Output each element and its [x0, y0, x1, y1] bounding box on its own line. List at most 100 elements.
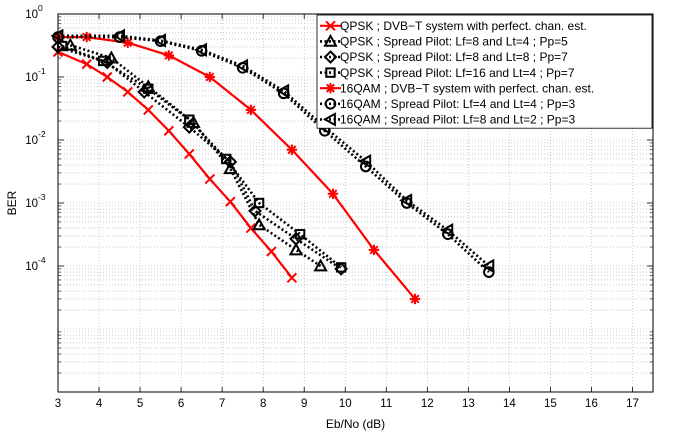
y-tick-exponent: -2 — [38, 129, 46, 139]
axis-ticks: 3 4 5 6 7 8 9 10 11 12 13 14 15 16 1710010-110-210-310… — [25, 3, 653, 410]
data-point-mark — [323, 33, 338, 47]
data-point-mark — [100, 55, 115, 70]
data-point-mark — [122, 86, 133, 98]
data-point — [289, 231, 303, 246]
y-tick-exponent: -3 — [38, 192, 46, 202]
data-point — [327, 188, 339, 199]
x-tick-label: 9 — [301, 398, 307, 410]
data-point — [288, 242, 304, 256]
y-tick-label: 10 — [25, 198, 38, 210]
data-point — [50, 28, 64, 44]
data-point — [245, 104, 257, 116]
data-point — [323, 33, 338, 47]
data-point-mark — [481, 258, 495, 274]
data-point-mark — [184, 114, 195, 125]
series-line — [58, 34, 490, 267]
data-point-mark — [143, 104, 154, 116]
data-point — [481, 258, 495, 274]
data-point-mark — [81, 58, 92, 70]
data-point-mark — [123, 38, 133, 48]
data-point — [137, 84, 152, 99]
data-point — [204, 71, 216, 83]
x-tick-label: 11 — [380, 398, 392, 410]
data-point-mark — [325, 20, 336, 32]
data-point-mark — [225, 196, 236, 207]
y-tick-label: 10 — [25, 9, 38, 21]
data-point-mark — [235, 58, 249, 74]
series-line — [58, 35, 416, 300]
legend-item: 16QAM ; DVB−T system with perfect. chan.… — [320, 81, 594, 95]
data-point — [163, 125, 175, 137]
data-point-mark — [294, 228, 306, 240]
data-point — [253, 197, 265, 209]
x-tick-label: 13 — [462, 398, 475, 410]
data-point — [313, 258, 328, 272]
data-point-mark — [164, 50, 174, 60]
data-point — [325, 83, 336, 94]
data-point — [63, 37, 78, 51]
data-point-mark — [288, 242, 304, 256]
data-point — [251, 217, 267, 231]
data-point — [81, 58, 92, 70]
data-point — [335, 262, 347, 273]
data-point-mark — [322, 112, 336, 127]
data-point-mark — [153, 33, 166, 48]
data-point-mark — [184, 148, 195, 160]
data-point — [368, 244, 380, 256]
data-point-mark — [204, 173, 216, 185]
data-point-mark — [163, 125, 175, 137]
x-tick-label: 7 — [219, 398, 225, 410]
data-point-mark — [143, 83, 154, 94]
data-point — [122, 86, 133, 98]
data-point-mark — [137, 84, 152, 99]
data-point — [286, 272, 298, 283]
data-point — [111, 28, 125, 44]
data-point — [153, 33, 166, 48]
data-point-mark — [221, 153, 232, 165]
x-tick-label: 17 — [626, 398, 639, 410]
series-layer — [50, 28, 495, 305]
data-point-mark — [102, 71, 113, 83]
data-point-mark — [289, 231, 303, 246]
x-tick-label: 8 — [260, 398, 266, 410]
legend-label: QPSK ; Spread Pilot: Lf=16 and Lt=4 ; Pp… — [340, 66, 575, 80]
data-point — [324, 98, 337, 110]
legend-item: QPSK ; DVB−T system with perfect. chan. … — [320, 19, 587, 33]
data-point-mark — [399, 193, 413, 208]
data-point-mark — [50, 28, 64, 44]
legend-label: QPSK ; DVB−T system with perfect. chan. … — [340, 19, 587, 33]
series-line — [58, 35, 490, 274]
legend-box — [316, 14, 653, 129]
data-point — [409, 293, 421, 305]
data-point-mark — [266, 246, 277, 257]
data-point — [440, 223, 454, 238]
legend-label: 16QAM ; Spread Pilot: Lf=4 and Lt=4 ; Pp… — [340, 97, 575, 111]
x-axis-label: Eb/No (dB) — [326, 417, 385, 431]
data-point — [194, 42, 208, 58]
data-point — [143, 83, 154, 94]
data-point-mark — [323, 50, 338, 64]
y-tick-label: 10 — [25, 135, 38, 147]
y-tick-label: 10 — [25, 72, 38, 84]
data-point-mark — [205, 72, 215, 82]
data-point-mark — [369, 245, 379, 255]
data-point — [294, 228, 306, 240]
data-point-mark — [251, 217, 267, 231]
data-point-mark — [358, 154, 372, 169]
data-point-mark — [276, 83, 290, 99]
y-axis-label: BER — [5, 190, 19, 215]
data-point — [399, 193, 413, 208]
data-point — [204, 173, 216, 185]
data-point-mark — [245, 222, 257, 234]
data-point — [163, 50, 174, 61]
x-tick-label: 15 — [544, 398, 557, 410]
x-tick-label: 6 — [178, 398, 184, 410]
x-tick-label: 5 — [137, 398, 143, 410]
data-point-mark — [253, 197, 265, 209]
y-tick-label: 10 — [25, 261, 38, 273]
x-tick-label: 16 — [585, 398, 598, 410]
data-point-mark — [63, 37, 78, 51]
series-5 — [52, 31, 421, 305]
x-tick-label: 14 — [503, 398, 516, 410]
